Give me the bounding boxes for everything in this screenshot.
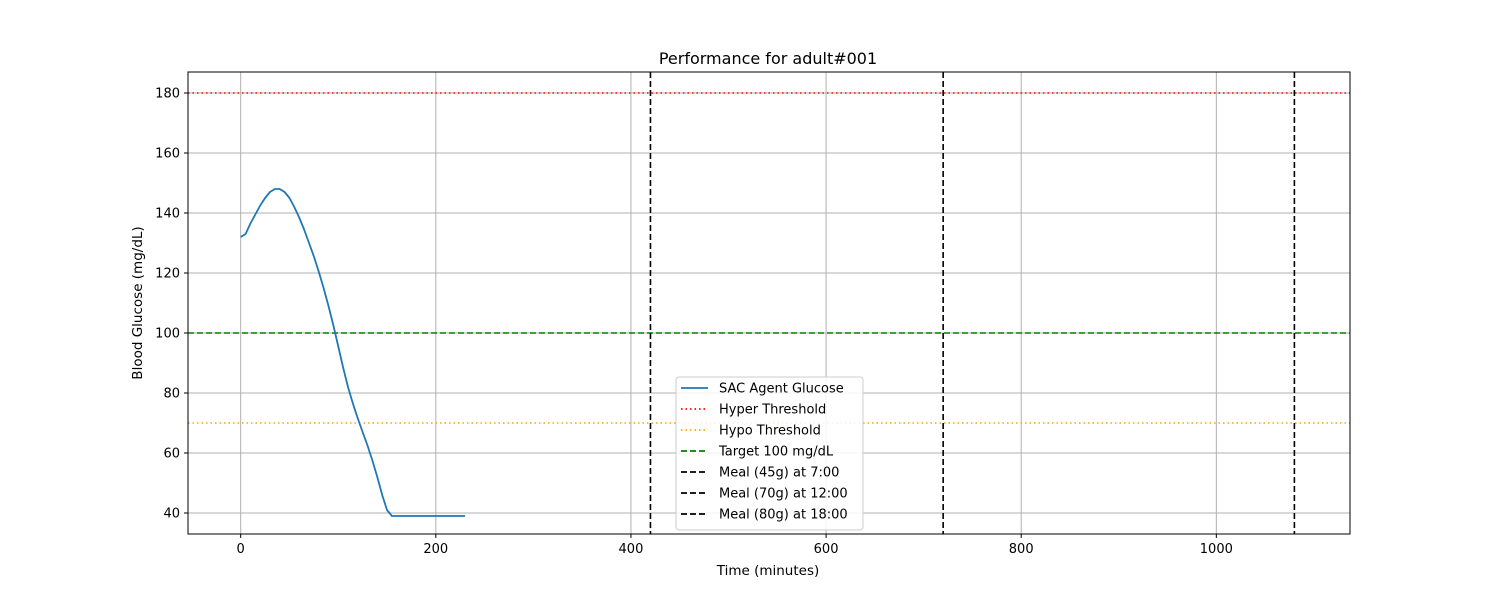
plot-frame xyxy=(187,71,1351,535)
x-tick-label: 200 xyxy=(423,542,448,557)
legend-label: SAC Agent Glucose xyxy=(719,382,844,397)
legend-box xyxy=(675,376,864,531)
legend-label: Hypo Threshold xyxy=(719,424,821,439)
y-tick-label: 80 xyxy=(163,387,180,402)
y-tick-label: 100 xyxy=(155,327,180,342)
legend-label: Hyper Threshold xyxy=(719,403,826,418)
series-layer xyxy=(240,188,466,517)
legend-label: Meal (70g) at 12:00 xyxy=(719,487,848,502)
y-axis-label: Blood Glucose (mg/dL) xyxy=(130,226,146,379)
y-tick-label: 120 xyxy=(155,267,180,282)
y-tick-label: 140 xyxy=(155,207,180,222)
series-line-1 xyxy=(240,188,466,517)
legend: SAC Agent Glucose Hyper Threshold Hypo Thr… xyxy=(675,376,864,531)
legend-label: Target 100 mg/dL xyxy=(718,445,834,460)
x-tick-label: 1000 xyxy=(1200,542,1233,557)
y-tick-label: 160 xyxy=(155,147,180,162)
legend-label: Meal (45g) at 7:00 xyxy=(719,466,839,481)
ticks: 0 200 400 600 800 1000 40 60 80 100 120 140 160 180 xyxy=(155,87,1233,558)
chart-title: Performance for adult#001 xyxy=(659,49,877,68)
legend-label: Meal (80g) at 18:00 xyxy=(719,508,848,523)
x-axis-label: Time (minutes) xyxy=(716,563,820,579)
y-tick-label: 180 xyxy=(155,87,180,102)
x-tick-label: 800 xyxy=(1009,542,1034,557)
y-tick-label: 40 xyxy=(163,507,180,522)
x-tick-label: 600 xyxy=(814,542,839,557)
x-tick-label: 0 xyxy=(237,542,245,557)
y-tick-label: 60 xyxy=(163,447,180,462)
x-tick-label: 400 xyxy=(619,542,644,557)
